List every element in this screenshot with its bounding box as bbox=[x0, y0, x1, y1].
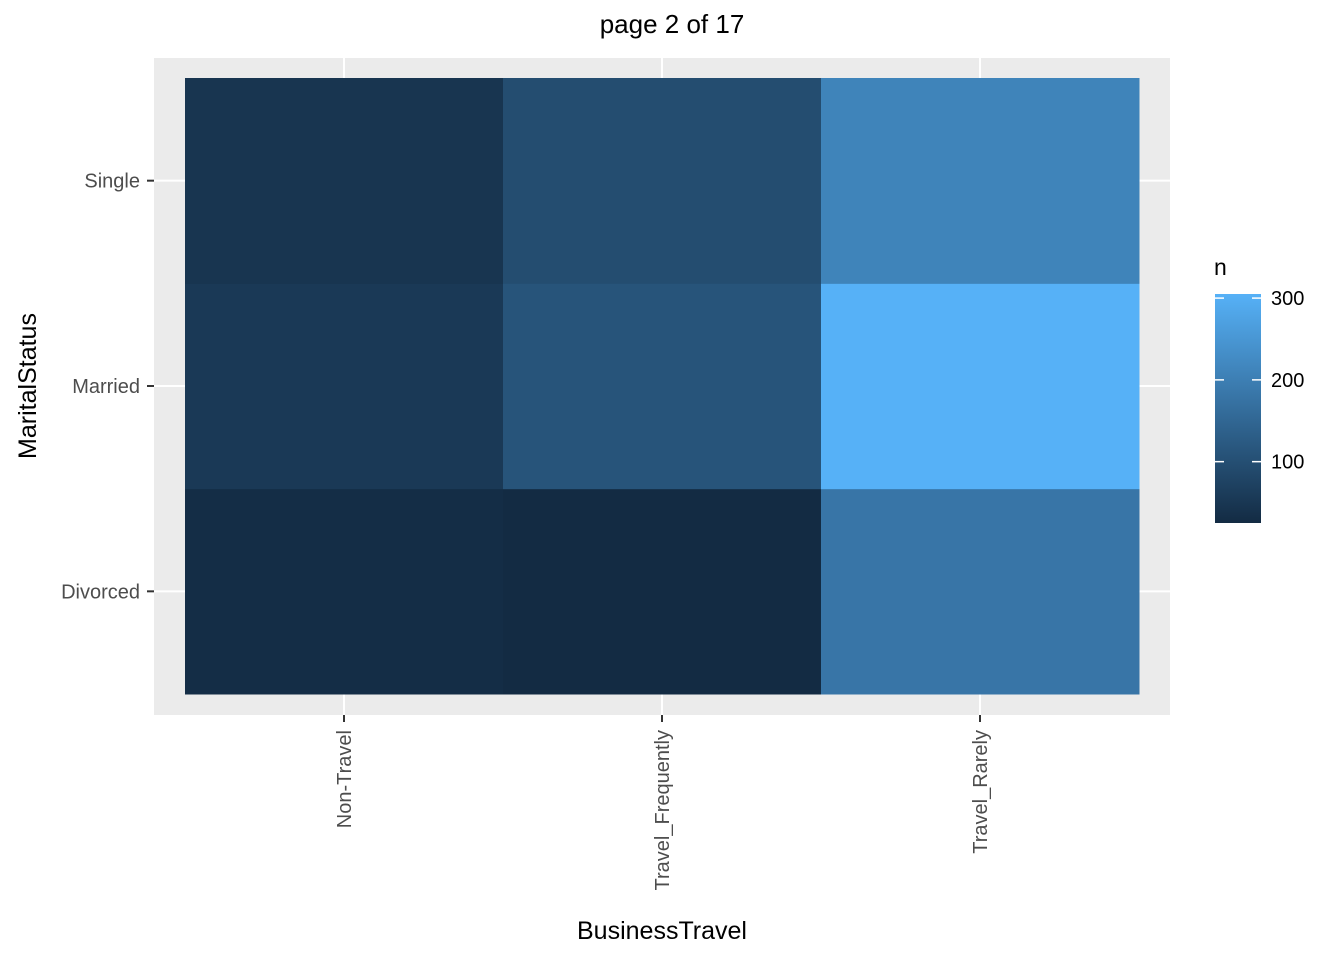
heatmap-cell-travel-rarely-divorced bbox=[821, 488, 1140, 695]
heatmap-cells bbox=[185, 78, 1140, 695]
legend-tick-label-200: 200 bbox=[1271, 370, 1304, 392]
heatmap-cell-travel-frequently-divorced bbox=[503, 488, 822, 695]
y-tick-label-married: Married bbox=[72, 376, 140, 398]
chart-title: page 2 of 17 bbox=[600, 9, 745, 39]
x-tick-label-travel-frequently: Travel_Frequently bbox=[652, 730, 674, 890]
y-tick-label-divorced: Divorced bbox=[61, 581, 140, 603]
y-axis-ticks: Divorced Married Single bbox=[61, 171, 154, 603]
legend-title: n bbox=[1214, 254, 1227, 280]
legend-tick-label-300: 300 bbox=[1271, 288, 1304, 310]
legend-colorbar bbox=[1215, 294, 1261, 523]
x-tick-label-travel-rarely: Travel_Rarely bbox=[970, 730, 992, 854]
heatmap-cell-travel-frequently-married bbox=[503, 283, 822, 490]
y-tick-label-single: Single bbox=[84, 171, 140, 193]
y-axis-title: MaritalStatus bbox=[14, 313, 42, 459]
x-tick-label-non-travel: Non-Travel bbox=[334, 730, 356, 828]
color-legend: n 100 200 300 bbox=[1214, 254, 1304, 523]
x-axis-ticks: Non-Travel Travel_Frequently Travel_Rarely bbox=[334, 715, 992, 890]
heatmap-cell-travel-frequently-single bbox=[503, 78, 822, 284]
heatmap-cell-travel-rarely-married bbox=[821, 283, 1140, 490]
heatmap-cell-non-travel-married bbox=[185, 283, 504, 490]
legend-ticks: 100 200 300 bbox=[1215, 288, 1304, 474]
legend-tick-label-100: 100 bbox=[1271, 452, 1304, 474]
heatmap-cell-travel-rarely-single bbox=[821, 78, 1140, 284]
heatmap-cell-non-travel-single bbox=[185, 78, 504, 284]
x-axis-title: BusinessTravel bbox=[577, 917, 747, 945]
heatmap-cell-non-travel-divorced bbox=[185, 488, 504, 695]
